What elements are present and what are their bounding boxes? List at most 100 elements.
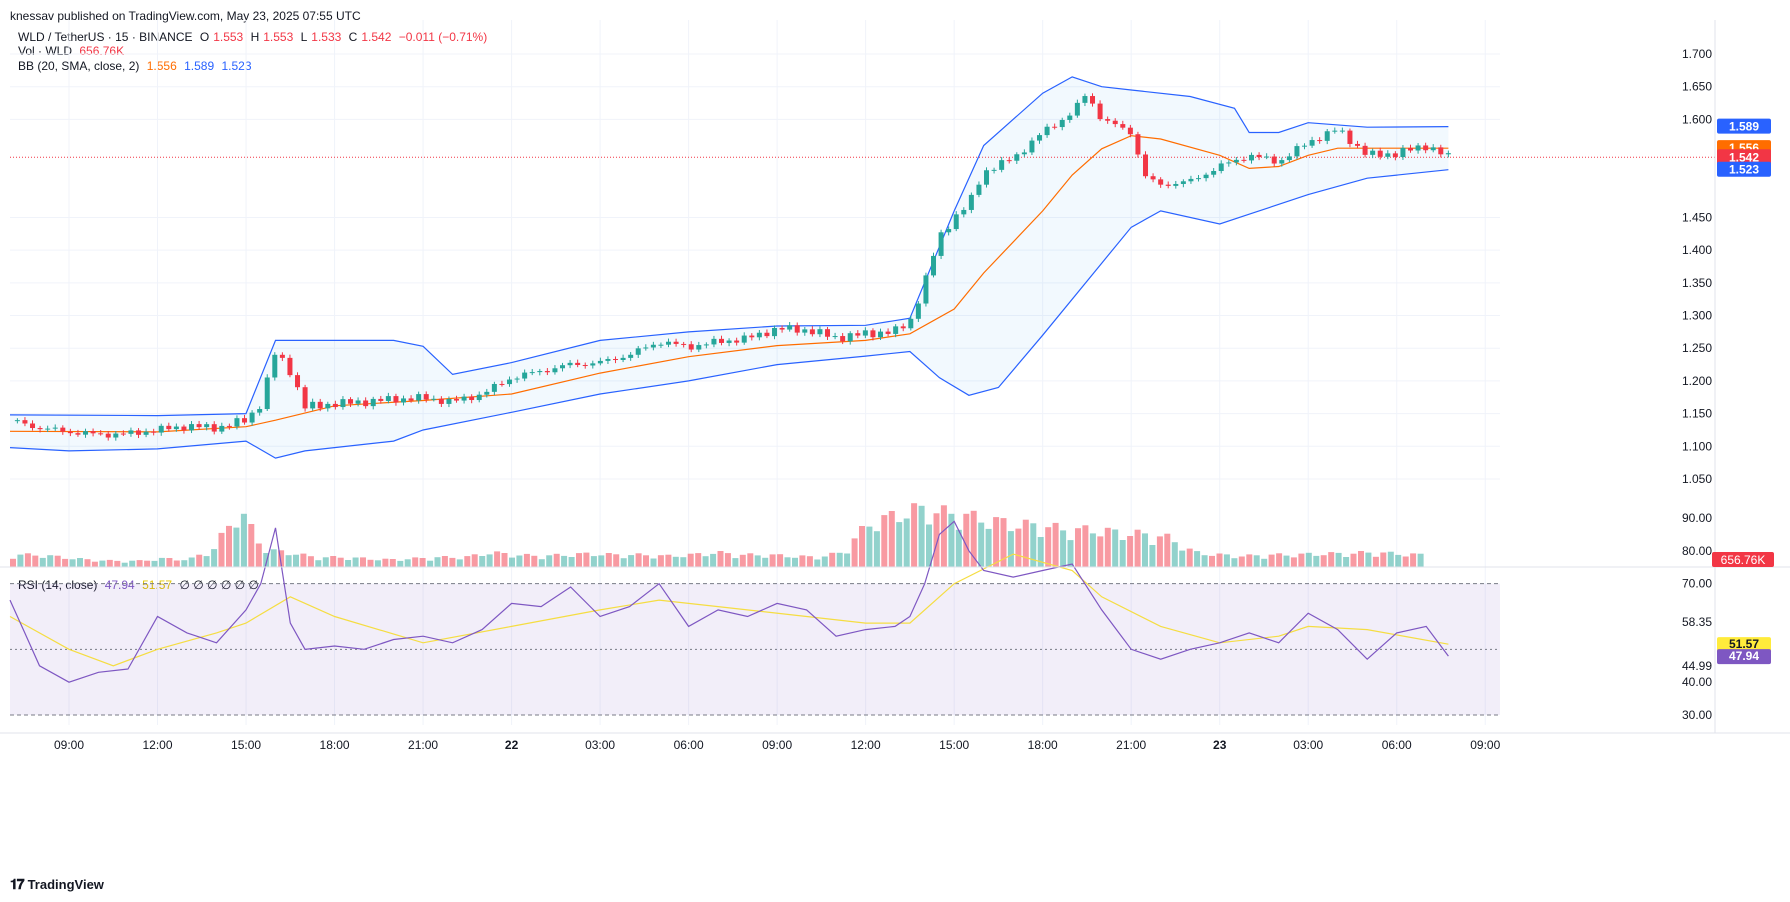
volume-bar [1179, 550, 1186, 567]
price-tick-label: 1.100 [1682, 439, 1712, 453]
candle-body [1135, 134, 1141, 155]
volume-bar [121, 562, 128, 567]
volume-bar [873, 531, 880, 567]
volume-bar [471, 554, 478, 567]
volume-bar [680, 557, 687, 567]
candle-body [1203, 174, 1209, 179]
candle-body [226, 425, 232, 427]
rsi-tag [1717, 637, 1771, 653]
volume-bar [486, 554, 493, 567]
volume-bar [806, 556, 813, 567]
volume-bar [240, 513, 247, 567]
volume-bar [166, 558, 173, 567]
close-value: 1.542 [361, 30, 392, 44]
candle-body [915, 303, 921, 319]
rsi-plain-tag: 44.99 [1682, 659, 1712, 673]
high-label: H [250, 30, 260, 44]
volume-bar [1030, 523, 1037, 567]
candle-body [772, 327, 778, 337]
volume-bar [1365, 552, 1372, 567]
candle-body [1226, 162, 1232, 164]
candle-body [855, 333, 861, 336]
volume-bar [158, 557, 165, 567]
candle-body [363, 400, 369, 407]
volume-bar [933, 513, 940, 567]
volume-bar [1283, 555, 1290, 567]
volume-bar [233, 527, 240, 567]
candle-body [1158, 179, 1164, 185]
candle-body [128, 430, 134, 434]
candle-body [37, 428, 43, 430]
candle-body [1196, 178, 1202, 180]
volume-bar [1410, 553, 1417, 567]
bb-legend[interactable]: BB (20, SMA, close, 2) 1.556 1.589 1.523 [18, 59, 256, 73]
candle-body [726, 340, 732, 343]
candle-body [1059, 119, 1065, 128]
candle-body [620, 357, 626, 360]
candle-body [666, 341, 672, 345]
candle-body [953, 214, 959, 230]
volume-bar [374, 560, 381, 567]
volume-bar [1298, 553, 1305, 567]
volume-bar [516, 555, 523, 567]
candle-body [703, 344, 709, 346]
price-tick-label: 1.600 [1682, 112, 1712, 126]
candle-body [67, 431, 73, 434]
low-value: 1.533 [311, 30, 342, 44]
candle-body [1211, 171, 1217, 175]
candle-body [870, 330, 876, 338]
volume-bar [188, 557, 195, 567]
bb-band-fill [10, 76, 1449, 459]
volume-bar [531, 555, 538, 567]
volume-bar [1372, 556, 1379, 567]
candle-body [1150, 176, 1156, 180]
tradingview-brand: TradingView [27, 877, 104, 892]
volume-bar [211, 549, 218, 567]
time-tick-label: 21:00 [1116, 738, 1146, 752]
volume-bar [1380, 552, 1387, 567]
price-chart[interactable]: 1.700 1.650 1.600 1.450 1.400 1.350 1.300 1.250… [0, 0, 1790, 870]
candle-body [635, 348, 641, 355]
volume-bar [576, 553, 582, 567]
volume-bar [948, 513, 955, 567]
volume-bar [1313, 555, 1320, 567]
candle-body [310, 401, 316, 409]
candle-body [295, 375, 301, 388]
volume-bar [1305, 552, 1312, 567]
candle-body [120, 433, 126, 435]
rsi-tag [1717, 649, 1771, 665]
candle-body [378, 398, 384, 401]
candle-body [461, 396, 467, 401]
candle-body [567, 362, 573, 366]
volume-tag [1712, 552, 1774, 567]
volume-bar [881, 515, 888, 567]
candle-body [696, 345, 702, 350]
candle-body [249, 412, 255, 423]
volume-bar [434, 557, 441, 567]
volume-bar [821, 556, 828, 567]
volume-bar [69, 559, 76, 567]
volume-bar [479, 556, 486, 567]
candle-body [385, 396, 391, 401]
candle-body [181, 426, 187, 431]
volume-bar [657, 555, 664, 567]
candle-body [802, 329, 808, 333]
candle-body [325, 403, 331, 409]
volume-bar [829, 552, 836, 567]
volume-bar [1082, 525, 1089, 567]
bb-lower-value: 1.523 [221, 59, 252, 73]
tradingview-logo[interactable]: 𝟏𝟕 TradingView [10, 876, 104, 893]
symbol-legend[interactable]: WLD / TetherUS · 15 · BINANCE O 1.553 H 1.… [18, 30, 491, 44]
candle-body [938, 232, 944, 256]
volume-bar [561, 555, 568, 567]
price-tick-label: 1.200 [1682, 374, 1712, 388]
candle-body [1392, 153, 1398, 158]
candle-body [1377, 150, 1383, 157]
candle-body [264, 377, 270, 410]
candle-body [749, 335, 755, 338]
candle-body [317, 401, 323, 409]
volume-bar [278, 550, 285, 567]
price-tick-label: 1.650 [1682, 80, 1712, 94]
volume-bar [1149, 545, 1156, 567]
volume-bar [643, 555, 649, 567]
